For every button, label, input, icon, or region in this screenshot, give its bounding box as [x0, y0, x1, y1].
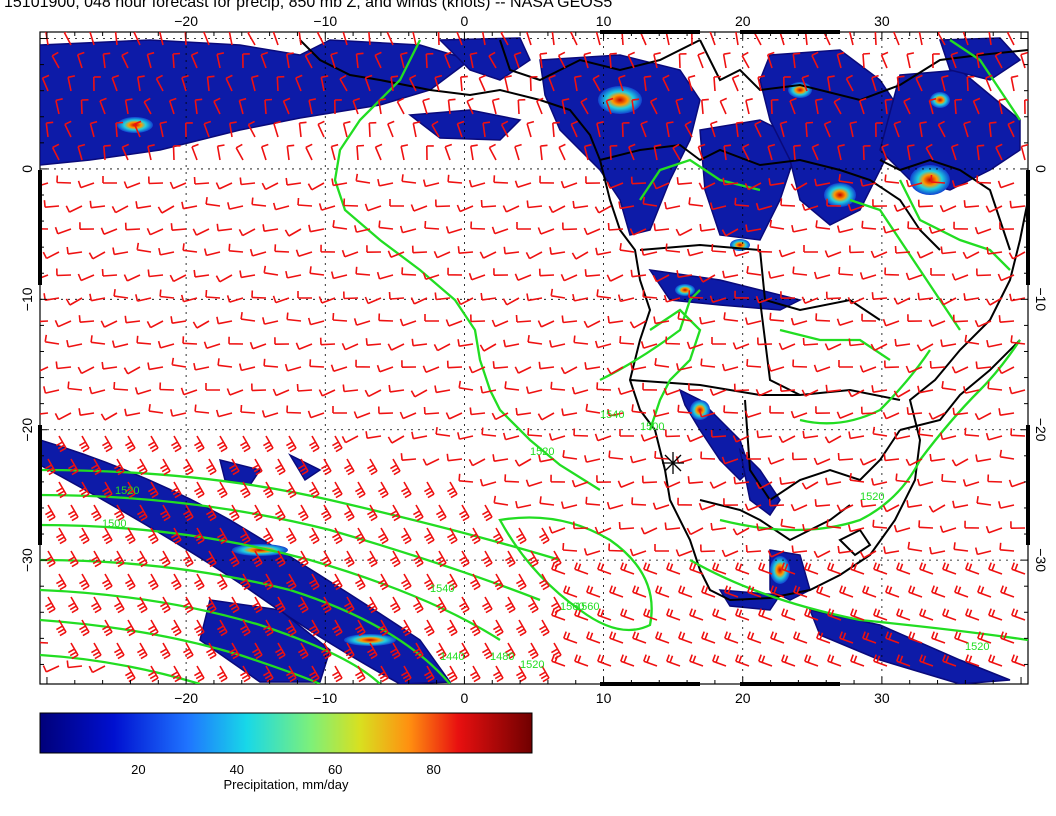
lon-tick-label-bottom: 0	[461, 690, 469, 706]
colorbar	[39, 712, 533, 754]
contour-label: 1520	[520, 659, 544, 671]
contour-label: 1520	[965, 641, 989, 653]
colorbar-label: Precipitation, mm/day	[224, 777, 349, 792]
lon-tick-label-top: −10	[313, 13, 337, 29]
contour-labels-layer: 1520 1500 1520 1540 1560 1540 1560 1500 1440 1480…	[102, 409, 989, 671]
lat-tick-label-right: −30	[1033, 548, 1049, 572]
height-contours-layer	[40, 39, 1028, 684]
lon-tick-label-top: 10	[596, 13, 612, 29]
contour-label: 1520	[860, 491, 884, 503]
lat-tick-label-left: −30	[19, 548, 35, 572]
lon-tick-label-bottom: −20	[174, 690, 198, 706]
lat-tick-label-left: 0	[19, 165, 35, 173]
location-marker-icon	[662, 452, 684, 474]
lon-tick-label-bottom: 20	[735, 690, 751, 706]
axis-tick-labels: −20 −20 −10 −10 0 0 10 10 20 20 30 30 0 0 −10 −10 −20 −20…	[19, 13, 1049, 706]
colorbar-tick-label: 20	[131, 762, 145, 777]
frame-ticks	[38, 30, 1030, 686]
lon-tick-label-bottom: 10	[596, 690, 612, 706]
lat-tick-label-left: −10	[19, 287, 35, 311]
lon-tick-label-top: 20	[735, 13, 751, 29]
lat-tick-label-right: −10	[1033, 287, 1049, 311]
lat-tick-label-left: −20	[19, 418, 35, 442]
lon-tick-label-bottom: −10	[313, 690, 337, 706]
contour-label: 1520	[530, 446, 554, 458]
map-title: 15101900, 048 hour forecast for precip, …	[4, 0, 613, 11]
contour-label: 1440	[440, 651, 464, 663]
colorbar-ticks: 20 40 60 80	[131, 762, 441, 777]
lon-tick-label-top: 0	[461, 13, 469, 29]
lon-tick-label-top: −20	[174, 13, 198, 29]
colorbar-tick-label: 40	[230, 762, 244, 777]
contour-label: 1520	[115, 485, 139, 497]
colorbar-tick-label: 80	[426, 762, 440, 777]
lon-tick-label-top: 30	[874, 13, 890, 29]
contour-label: 1540	[600, 409, 624, 421]
wind-barbs-layer	[40, 32, 1028, 683]
lon-tick-label-bottom: 30	[874, 690, 890, 706]
contour-label: 1560	[575, 601, 599, 613]
contour-label: 1500	[102, 518, 126, 530]
lat-tick-label-right: −20	[1033, 418, 1049, 442]
lat-tick-label-right: 0	[1033, 165, 1049, 173]
colorbar-tick-label: 60	[328, 762, 342, 777]
contour-label: 1480	[490, 651, 514, 663]
contour-label: 1500	[640, 421, 664, 433]
contour-label: 1560	[560, 601, 584, 613]
precipitation-layer	[40, 37, 1022, 684]
contour-label: 1540	[430, 583, 454, 595]
